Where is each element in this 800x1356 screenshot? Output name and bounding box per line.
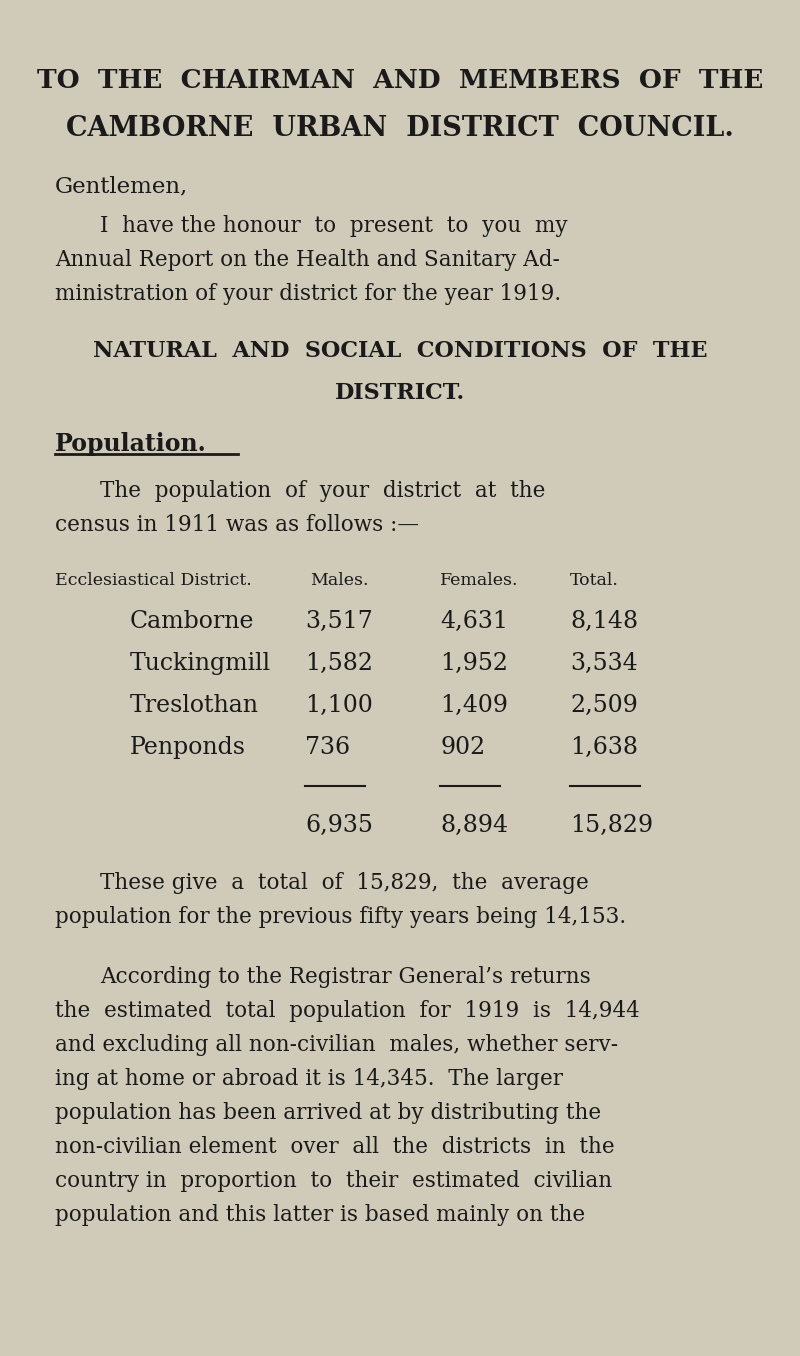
Text: 1,409: 1,409 xyxy=(440,694,508,717)
Text: 3,517: 3,517 xyxy=(305,610,373,633)
Text: non-civilian element  over  all  the  districts  in  the: non-civilian element over all the distri… xyxy=(55,1136,614,1158)
Text: ing at home or abroad it is 14,345.  The larger: ing at home or abroad it is 14,345. The … xyxy=(55,1069,563,1090)
Text: 1,100: 1,100 xyxy=(305,694,373,717)
Text: population for the previous fifty years being 14,153.: population for the previous fifty years … xyxy=(55,906,626,928)
Text: Population.: Population. xyxy=(55,433,206,456)
Text: population has been arrived at by distributing the: population has been arrived at by distri… xyxy=(55,1102,601,1124)
Text: the  estimated  total  population  for  1919  is  14,944: the estimated total population for 1919 … xyxy=(55,999,640,1022)
Text: Females.: Females. xyxy=(440,572,518,589)
Text: NATURAL  AND  SOCIAL  CONDITIONS  OF  THE: NATURAL AND SOCIAL CONDITIONS OF THE xyxy=(93,340,707,362)
Text: Treslothan: Treslothan xyxy=(130,694,259,717)
Text: DISTRICT.: DISTRICT. xyxy=(335,382,465,404)
Text: According to the Registrar General’s returns: According to the Registrar General’s ret… xyxy=(100,965,590,989)
Text: The  population  of  your  district  at  the: The population of your district at the xyxy=(100,480,546,502)
Text: 1,582: 1,582 xyxy=(305,652,373,675)
Text: ministration of your district for the year 1919.: ministration of your district for the ye… xyxy=(55,283,561,305)
Text: CAMBORNE  URBAN  DISTRICT  COUNCIL.: CAMBORNE URBAN DISTRICT COUNCIL. xyxy=(66,115,734,142)
Text: census in 1911 was as follows :—: census in 1911 was as follows :— xyxy=(55,514,419,536)
Text: Tuckingmill: Tuckingmill xyxy=(130,652,271,675)
Text: and excluding all non-civilian  males, whether serv-: and excluding all non-civilian males, wh… xyxy=(55,1035,618,1056)
Text: 3,534: 3,534 xyxy=(570,652,638,675)
Text: Ecclesiastical District.: Ecclesiastical District. xyxy=(55,572,252,589)
Text: 2,509: 2,509 xyxy=(570,694,638,717)
Text: Annual Report on the Health and Sanitary Ad-: Annual Report on the Health and Sanitary… xyxy=(55,250,560,271)
Text: 4,631: 4,631 xyxy=(440,610,508,633)
Text: Penponds: Penponds xyxy=(130,736,246,759)
Text: 736: 736 xyxy=(305,736,350,759)
Text: 8,148: 8,148 xyxy=(570,610,638,633)
Text: I  have the honour  to  present  to  you  my: I have the honour to present to you my xyxy=(100,216,568,237)
Text: Gentlemen,: Gentlemen, xyxy=(55,175,188,197)
Text: 1,638: 1,638 xyxy=(570,736,638,759)
Text: 8,894: 8,894 xyxy=(440,814,508,837)
Text: 6,935: 6,935 xyxy=(305,814,373,837)
Text: These give  a  total  of  15,829,  the  average: These give a total of 15,829, the averag… xyxy=(100,872,589,894)
Text: 902: 902 xyxy=(440,736,486,759)
Text: population and this latter is based mainly on the: population and this latter is based main… xyxy=(55,1204,585,1226)
Text: TO  THE  CHAIRMAN  AND  MEMBERS  OF  THE: TO THE CHAIRMAN AND MEMBERS OF THE xyxy=(37,68,763,94)
Text: Camborne: Camborne xyxy=(130,610,254,633)
Text: Males.: Males. xyxy=(310,572,369,589)
Text: Total.: Total. xyxy=(570,572,619,589)
Text: country in  proportion  to  their  estimated  civilian: country in proportion to their estimated… xyxy=(55,1170,612,1192)
Text: 1,952: 1,952 xyxy=(440,652,508,675)
Text: 15,829: 15,829 xyxy=(570,814,653,837)
